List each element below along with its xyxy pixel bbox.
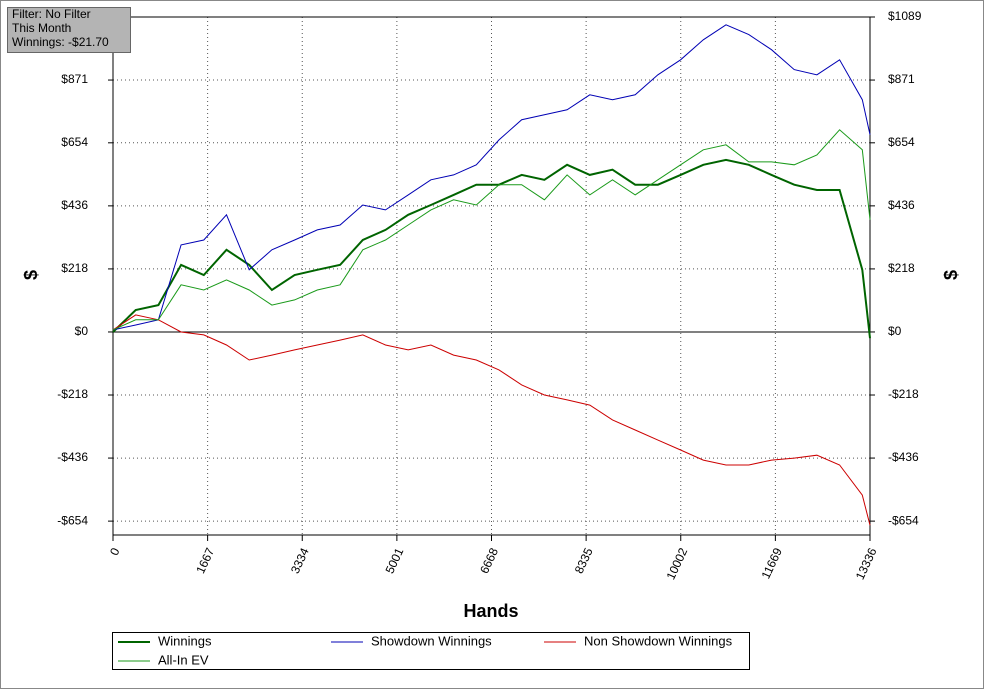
y-tick-label: -$218 (57, 387, 88, 401)
legend-items: Winnings Showdown Winnings Non Showdown Wi… (118, 633, 733, 667)
y-tick-label: -$436 (57, 450, 88, 464)
y-tick-label: $436 (61, 198, 88, 212)
info-box (7, 7, 131, 53)
x-axis-label: Hands (463, 601, 518, 621)
y2-tick-label: $1089 (888, 9, 922, 23)
y-tick-label: $0 (75, 324, 89, 338)
y-axis-label: $ (21, 270, 41, 280)
series-line (112, 314, 871, 526)
plot-border (112, 16, 871, 536)
legend-label: Non Showdown Winnings (584, 633, 733, 648)
info-line: Filter: No Filter (12, 7, 91, 21)
y2-tick-label: $0 (888, 324, 902, 338)
y2-tick-label: $218 (888, 261, 915, 275)
y2-tick-label: $654 (888, 135, 915, 149)
legend-label: All-In EV (158, 652, 209, 667)
series-line (112, 129, 871, 331)
series-line (112, 24, 871, 331)
y-tick-label: $871 (61, 72, 88, 86)
y-tick-label: -$654 (57, 513, 88, 527)
legend (112, 632, 750, 670)
y2-tick-label: -$436 (888, 450, 919, 464)
y2-axis-label: $ (941, 270, 961, 280)
y-tick-label: $654 (61, 135, 88, 149)
info-line: This Month (12, 21, 71, 35)
y2-tick-label: $436 (888, 198, 915, 212)
y2-tick-label: $871 (888, 72, 915, 86)
y2-tick-label: -$218 (888, 387, 919, 401)
y2-tick-label: -$654 (888, 513, 919, 527)
y-tick-label: $218 (61, 261, 88, 275)
legend-label: Showdown Winnings (371, 633, 492, 648)
legend-label: Winnings (158, 633, 212, 648)
info-line: Winnings: -$21.70 (12, 35, 109, 49)
